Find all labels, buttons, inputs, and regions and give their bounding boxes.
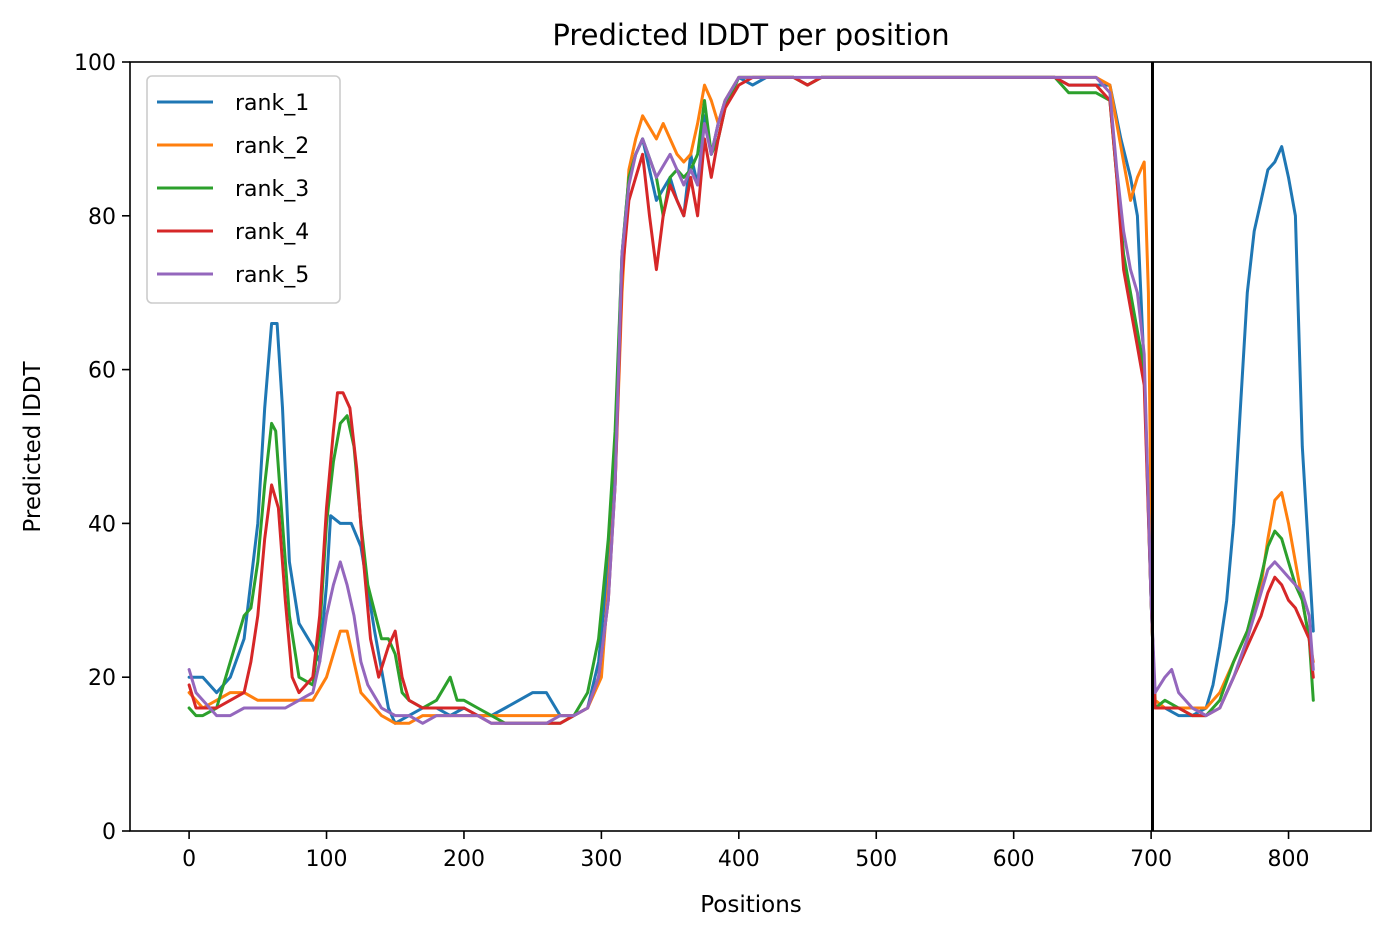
legend-label: rank_2: [235, 134, 309, 159]
legend-label: rank_1: [235, 91, 309, 116]
x-tick-label: 800: [1268, 847, 1310, 872]
x-axis-ticks: 0 100 200 300 400 500 600 700 800: [182, 831, 1310, 872]
y-axis-ticks: 0 20 40 60 80 100: [74, 51, 130, 845]
y-tick-label: 0: [102, 820, 116, 845]
y-axis-label: Predicted lDDT: [20, 360, 46, 532]
x-tick-label: 500: [855, 847, 897, 872]
legend-label: rank_3: [235, 177, 309, 202]
y-tick-label: 80: [88, 205, 116, 230]
legend-label: rank_5: [235, 263, 309, 288]
plot-frame: [129, 61, 1372, 832]
x-axis-label: Positions: [700, 892, 802, 918]
series-line-rank-3: [187, 75, 1315, 725]
series-line-rank-4: [187, 75, 1315, 725]
x-tick-label: 700: [1130, 847, 1172, 872]
chart-title: Predicted lDDT per position: [552, 18, 949, 52]
legend-label: rank_4: [235, 220, 309, 245]
series-layer: [187, 75, 1315, 725]
x-tick-label: 0: [182, 847, 196, 872]
x-tick-label: 600: [993, 847, 1035, 872]
series-line-rank-5: [187, 75, 1315, 725]
legend-box: [146, 75, 341, 304]
y-tick-label: 100: [74, 51, 116, 76]
y-tick-label: 60: [88, 359, 116, 384]
y-tick-label: 20: [88, 666, 116, 691]
x-tick-label: 100: [306, 847, 348, 872]
x-tick-label: 200: [443, 847, 485, 872]
x-tick-label: 400: [718, 847, 760, 872]
y-tick-label: 40: [88, 512, 116, 537]
legend: rank_1 rank_2 rank_3 rank_4 rank_5: [146, 75, 341, 304]
x-tick-label: 300: [580, 847, 622, 872]
